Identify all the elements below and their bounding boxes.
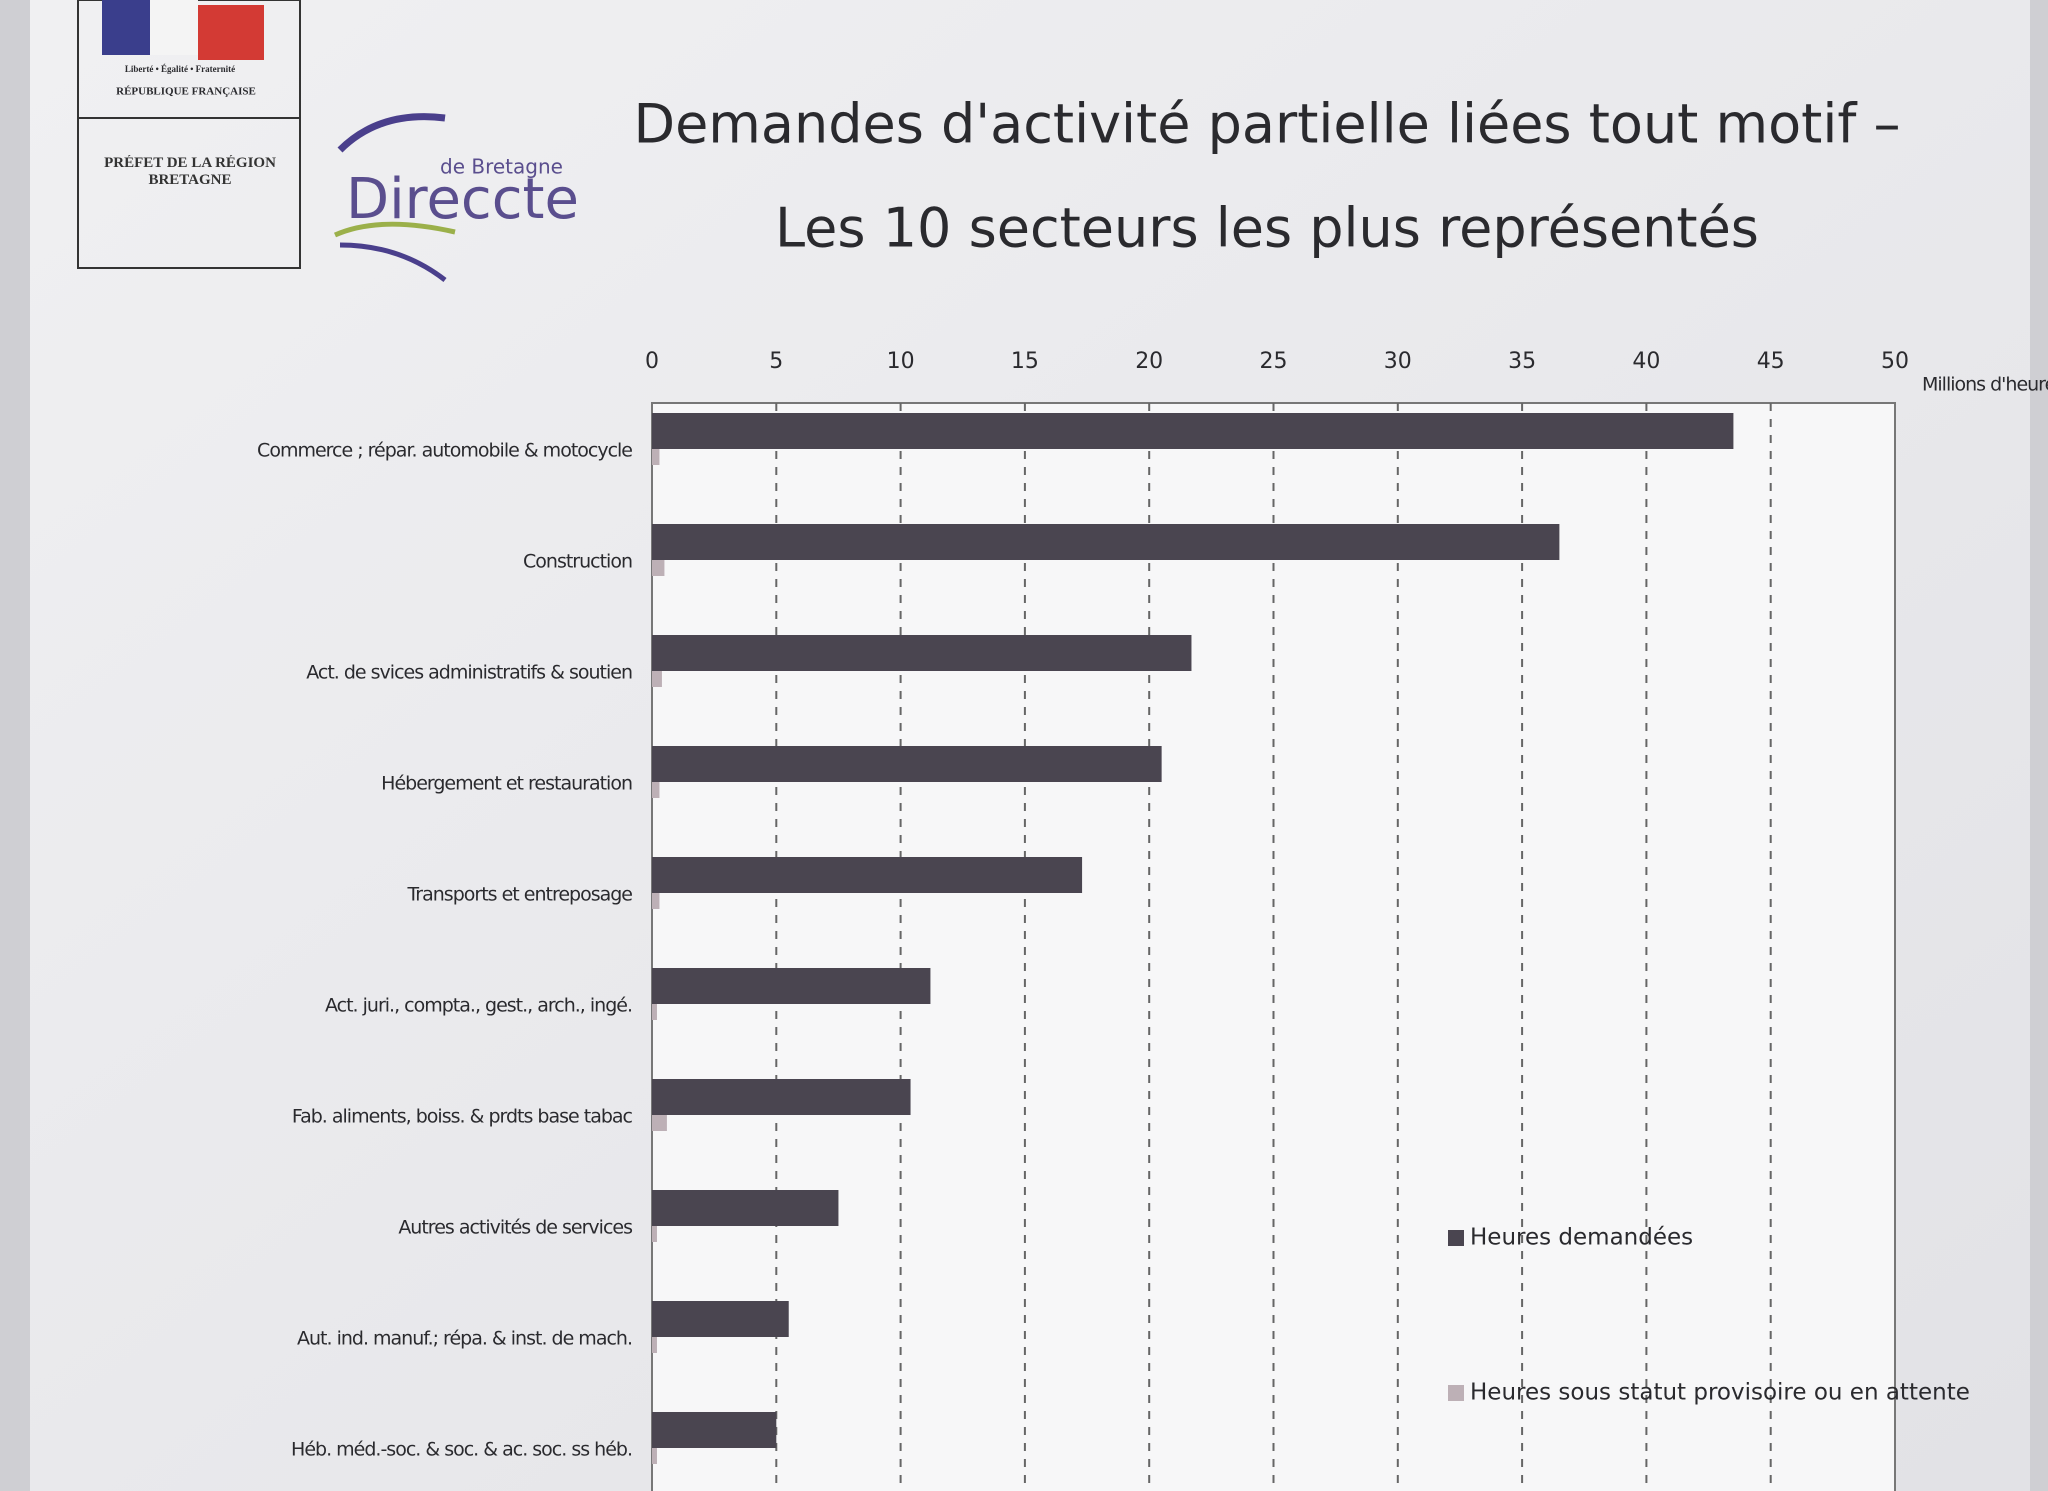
chart-title: Demandes d'activité partielle liées tout…	[634, 93, 1901, 156]
y-tick-label: Act. de svices administratifs & soutien	[306, 662, 632, 684]
legend-label: Heures sous statut provisoire ou en atte…	[1470, 1380, 1970, 1406]
x-tick-label: 25	[1260, 349, 1288, 374]
bar	[652, 1004, 657, 1020]
y-tick-label: Act. juri., compta., gest., arch., ingé.	[325, 995, 632, 1017]
agency-region: de Bretagne	[440, 155, 563, 179]
x-tick-label: 5	[769, 349, 783, 374]
y-tick-label: Hébergement et restauration	[381, 773, 632, 795]
legend-marker	[1448, 1230, 1464, 1246]
bar	[652, 1226, 657, 1242]
bar	[652, 1448, 657, 1464]
x-tick-label: 10	[887, 349, 915, 374]
y-tick-label: Construction	[523, 551, 632, 573]
x-tick-label: 40	[1632, 349, 1660, 374]
motto: Liberté • Égalité • Fraternité	[125, 64, 235, 74]
x-tick-label: 45	[1757, 349, 1785, 374]
x-tick-label: 0	[645, 349, 659, 374]
bar	[652, 1412, 777, 1448]
bar	[652, 782, 660, 798]
republic: RÉPUBLIQUE FRANÇAISE	[116, 86, 256, 98]
x-axis-label: Millions d'heures	[1922, 374, 2048, 396]
prefect: PRÉFET DE LA RÉGION BRETAGNE	[104, 155, 276, 188]
bar	[652, 1079, 911, 1115]
legend-label: Heures demandées	[1470, 1225, 1693, 1251]
y-tick-label: Héb. méd.-soc. & soc. & ac. soc. ss héb.	[291, 1439, 632, 1461]
x-tick-label: 35	[1508, 349, 1536, 374]
bar	[652, 746, 1162, 782]
bar	[652, 1190, 839, 1226]
y-tick-label: Commerce ; répar. automobile & motocycle	[257, 440, 632, 462]
bar	[652, 968, 931, 1004]
x-tick-label: 15	[1011, 349, 1039, 374]
bar	[652, 524, 1560, 560]
bar	[652, 1301, 789, 1337]
bar	[652, 635, 1192, 671]
chart-title: Les 10 secteurs les plus représentés	[775, 197, 1759, 260]
direccte-logo: de Bretagne Direccte	[333, 113, 579, 282]
x-tick-label: 50	[1881, 349, 1909, 374]
bar	[652, 449, 660, 465]
x-tick-label: 30	[1384, 349, 1412, 374]
bar	[652, 1115, 667, 1131]
x-tick-label: 20	[1135, 349, 1163, 374]
marianne-logo: Liberté • Égalité • Fraternité RÉPUBLIQU…	[77, 0, 301, 269]
prefect-box: PRÉFET DE LA RÉGION BRETAGNE	[104, 155, 276, 188]
bar	[652, 671, 662, 687]
y-tick-label: Fab. aliments, boiss. & prdts base tabac	[292, 1106, 633, 1128]
bar	[652, 413, 1734, 449]
agency: Direccte	[346, 167, 579, 232]
y-tick-label: Transports et entreposage	[406, 884, 632, 906]
bar	[652, 560, 665, 576]
bar	[652, 857, 1083, 893]
y-tick-label: Aut. ind. manuf.; répa. & inst. de mach.	[297, 1328, 632, 1350]
y-tick-label: Autres activités de services	[398, 1217, 632, 1239]
bar	[652, 1337, 657, 1353]
bar	[652, 893, 660, 909]
legend-marker	[1448, 1385, 1464, 1401]
